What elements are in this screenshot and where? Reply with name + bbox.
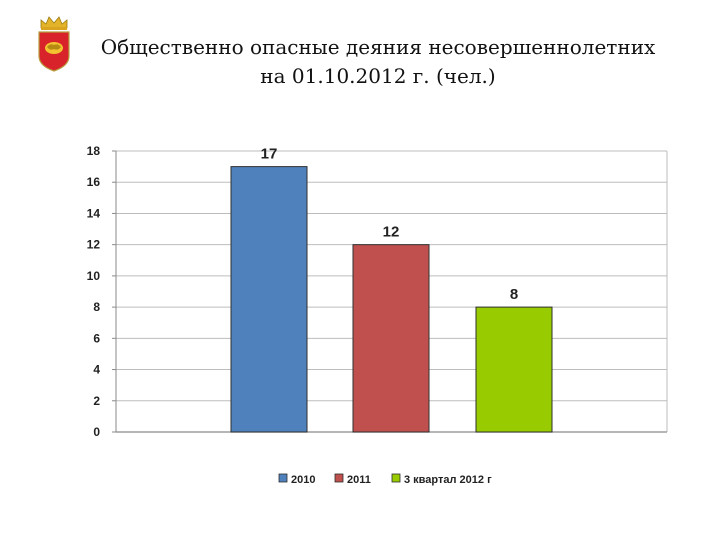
y-tick-label: 0: [93, 425, 100, 439]
title-line-1: Общественно опасные деяния несовершеннол…: [100, 35, 656, 59]
y-tick-label: 16: [87, 175, 101, 189]
y-tick-label: 12: [87, 238, 101, 252]
bars: [230, 166, 553, 433]
y-tick-label: 6: [93, 331, 100, 345]
y-tick-label: 18: [87, 144, 101, 158]
legend-swatch-1: [278, 473, 288, 483]
legend-label-3: 3 квартал 2012 г: [404, 474, 492, 486]
y-tick-label: 4: [93, 363, 100, 377]
bar-2: [352, 244, 430, 433]
y-axis-ticks: 0 2 4 6 8 10 12 14 16 18: [87, 144, 101, 439]
y-tick-label: 2: [93, 394, 100, 408]
y-tick-label: 8: [93, 300, 100, 314]
legend-label-2: 2011: [347, 474, 371, 486]
y-tick-label: 14: [87, 206, 101, 220]
page-title: Общественно опасные деяния несовершеннол…: [78, 33, 678, 91]
legend-swatch-2: [334, 473, 344, 483]
bar-3: [475, 306, 553, 433]
legend-label-1: 2010: [291, 474, 315, 486]
data-labels: 17 12 8: [261, 146, 519, 304]
data-label-2: 12: [383, 224, 400, 241]
title-line-2: на 01.10.2012 г. (чел.): [260, 64, 496, 88]
data-label-1: 17: [261, 146, 278, 163]
y-tick-label: 10: [87, 269, 101, 283]
data-label-3: 8: [510, 286, 518, 303]
legend-swatch-3: [391, 473, 401, 483]
legend: 2010 2011 3 квартал 2012 г: [278, 473, 492, 486]
bar-1: [230, 166, 308, 433]
coat-of-arms-icon: [38, 16, 70, 72]
